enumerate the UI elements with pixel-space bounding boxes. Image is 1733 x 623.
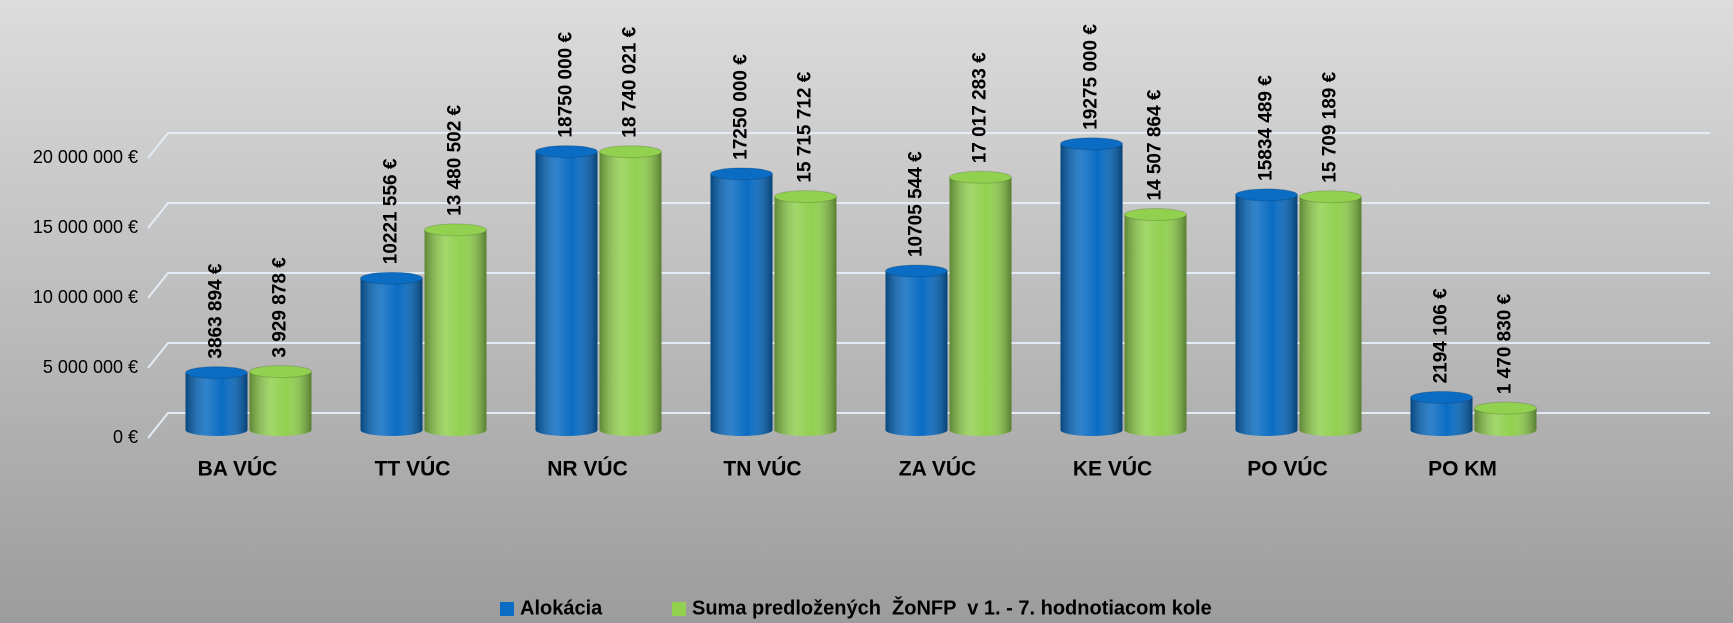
bar-top — [424, 223, 487, 237]
bar-shade — [710, 173, 773, 430]
bar-shade — [599, 151, 662, 430]
grid-line — [147, 132, 1710, 159]
bar-top — [1410, 390, 1473, 404]
value-label: 13 480 502 € — [445, 104, 466, 215]
y-tick-label: 10 000 000 € — [33, 287, 138, 307]
y-tick-label: 5 000 000 € — [43, 357, 138, 377]
bar-shade — [1060, 143, 1123, 431]
x-tick-label: KE VÚC — [1073, 457, 1152, 481]
value-label: 3863 894 € — [206, 263, 227, 359]
value-label: 14 507 864 € — [1145, 89, 1166, 200]
bar-top — [774, 190, 837, 204]
value-label: 15834 489 € — [1256, 75, 1277, 181]
bar-top — [249, 365, 312, 379]
x-tick-label: TN VÚC — [723, 457, 801, 481]
grid-line — [147, 202, 1710, 229]
bar-shade — [1235, 194, 1298, 430]
bar-shade — [885, 271, 948, 430]
value-label: 10705 544 € — [906, 151, 927, 257]
x-tick-label: PO VÚC — [1247, 457, 1328, 481]
bar-top — [599, 145, 662, 159]
bar-shade — [774, 196, 837, 430]
legend-swatch — [672, 602, 686, 616]
bar-shade — [249, 371, 312, 430]
value-label: 19275 000 € — [1081, 24, 1102, 130]
y-tick-label: 0 € — [113, 427, 138, 447]
bar-shade — [185, 372, 248, 430]
bar-shade — [1124, 214, 1187, 430]
value-label: 1 470 830 € — [1495, 293, 1516, 394]
bar-shade — [424, 229, 487, 430]
grid-line — [147, 412, 1710, 439]
bar-top — [1474, 401, 1537, 415]
value-label: 17 017 283 € — [970, 52, 991, 163]
legend-swatch — [500, 602, 514, 616]
y-tick-label: 15 000 000 € — [33, 217, 138, 237]
bar-top — [535, 145, 598, 159]
bar-top — [710, 167, 773, 181]
x-tick-label: TT VÚC — [375, 457, 451, 481]
bar-shade — [949, 177, 1012, 430]
value-label: 18750 000 € — [556, 31, 577, 137]
value-label: 3 929 878 € — [270, 257, 291, 358]
value-label: 18 740 021 € — [620, 26, 641, 137]
bar-top — [1235, 188, 1298, 202]
value-label: 10221 556 € — [381, 158, 402, 264]
x-tick-label: NR VÚC — [547, 457, 628, 481]
x-tick-label: ZA VÚC — [899, 457, 976, 481]
bar-shade — [1299, 196, 1362, 430]
bar-shade — [535, 151, 598, 430]
bar-top — [1299, 190, 1362, 204]
legend-label: Alokácia — [520, 597, 603, 619]
value-label: 15 709 189 € — [1320, 71, 1341, 182]
bar-shade — [1474, 408, 1537, 430]
value-label: 15 715 712 € — [795, 71, 816, 182]
value-label: 2194 106 € — [1431, 288, 1452, 384]
bar-top — [885, 264, 948, 278]
bar-shade — [360, 278, 423, 430]
bar-top — [1124, 208, 1187, 222]
bar-top — [1060, 137, 1123, 151]
x-tick-label: BA VÚC — [198, 457, 278, 481]
bar-top — [949, 170, 1012, 184]
value-label: 17250 000 € — [731, 54, 752, 160]
bar-top — [360, 271, 423, 285]
grid-line — [147, 342, 1710, 369]
y-tick-label: 20 000 000 € — [33, 147, 138, 167]
x-tick-label: PO KM — [1428, 458, 1497, 481]
legend-label: Suma predložených ŽoNFP v 1. - 7. hodnot… — [692, 595, 1212, 619]
grid-line — [147, 272, 1710, 299]
bar-top — [185, 366, 248, 380]
